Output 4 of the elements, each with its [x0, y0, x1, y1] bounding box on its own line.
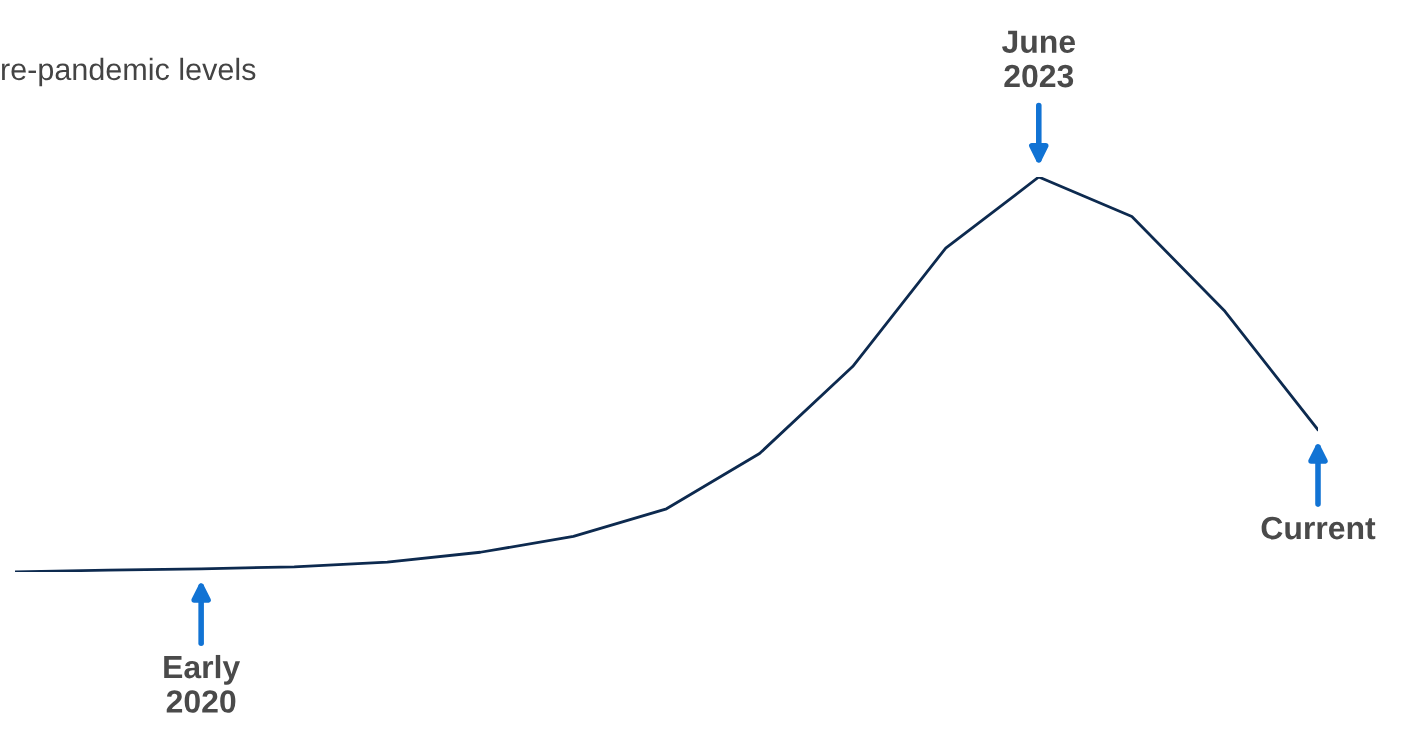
annotation: Current	[1261, 516, 1376, 540]
annotation: June 2023	[1001, 30, 1075, 88]
chart-title: re-pandemic levels	[2, 57, 256, 87]
annotation: Early 2020	[164, 654, 241, 713]
